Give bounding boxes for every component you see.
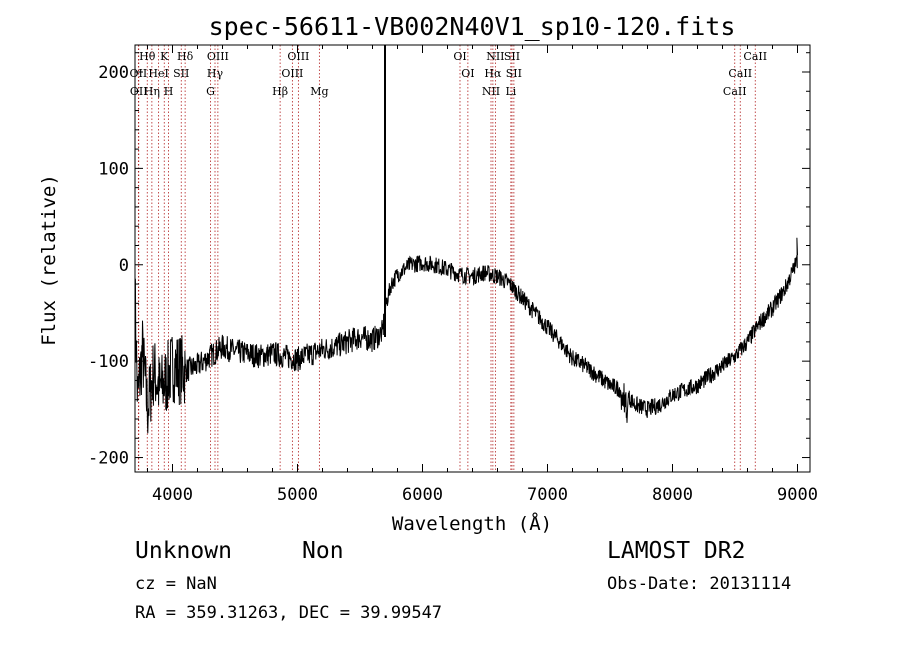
- x-tick-label: 4000: [152, 485, 193, 505]
- obs-date: Obs-Date: 20131114: [607, 574, 792, 594]
- y-tick-label: 0: [119, 256, 129, 276]
- object-class: Unknown: [135, 538, 232, 564]
- y-tick-label: -100: [88, 352, 129, 372]
- line-label: OIII: [207, 50, 229, 63]
- line-label: G: [206, 85, 215, 98]
- line-label: OI: [461, 67, 474, 80]
- line-label: NII: [482, 85, 500, 98]
- line-label: Li: [505, 85, 516, 98]
- line-label: OIII: [287, 50, 309, 63]
- line-label: K: [160, 50, 169, 63]
- coordinates: RA = 359.31263, DEC = 39.99547: [135, 603, 443, 623]
- line-label: HeI: [148, 67, 168, 80]
- x-axis-label: Wavelength (Å): [392, 512, 552, 535]
- line-label: NII: [486, 50, 504, 63]
- y-tick-label: 100: [98, 159, 129, 179]
- line-label: Mg: [310, 85, 328, 98]
- line-label: OI: [453, 50, 466, 63]
- chart-title: spec-56611-VB002N40V1_sp10-120.fits: [209, 12, 736, 41]
- x-tick-label: 9000: [777, 485, 818, 505]
- line-label: SII: [504, 50, 520, 63]
- x-tick-label: 5000: [277, 485, 318, 505]
- survey-name: LAMOST DR2: [607, 538, 746, 564]
- line-label: Hδ: [177, 50, 194, 63]
- line-label: Hβ: [272, 85, 288, 98]
- spectrum-series: [134, 237, 798, 434]
- line-label: H: [164, 85, 174, 98]
- line-label: Hθ: [139, 50, 156, 63]
- line-label: Hγ: [207, 67, 224, 80]
- plot-frame: [134, 44, 811, 473]
- line-label: CaII: [723, 85, 747, 98]
- line-label: SII: [173, 67, 189, 80]
- redshift-value: cz = NaN: [135, 574, 217, 594]
- line-label: OIII: [281, 67, 303, 80]
- x-tick-label: 7000: [527, 485, 568, 505]
- line-label: SII: [506, 67, 522, 80]
- line-label: CaII: [728, 67, 752, 80]
- y-axis: -200 -100 0 100 200: [88, 52, 810, 469]
- y-tick-label: 200: [98, 63, 129, 83]
- line-label: OII: [130, 67, 148, 80]
- line-label: Hη: [144, 85, 160, 98]
- emission-line-markers: [137, 45, 756, 472]
- line-label: Hα: [484, 67, 502, 80]
- y-axis-label: Flux (relative): [38, 174, 60, 346]
- x-axis: 4000 5000 6000 7000 8000 9000: [147, 45, 818, 505]
- y-tick-label: -200: [88, 449, 129, 469]
- x-tick-label: 6000: [402, 485, 443, 505]
- object-subclass: Non: [302, 538, 344, 564]
- line-label: CaII: [743, 50, 767, 63]
- x-tick-label: 8000: [652, 485, 693, 505]
